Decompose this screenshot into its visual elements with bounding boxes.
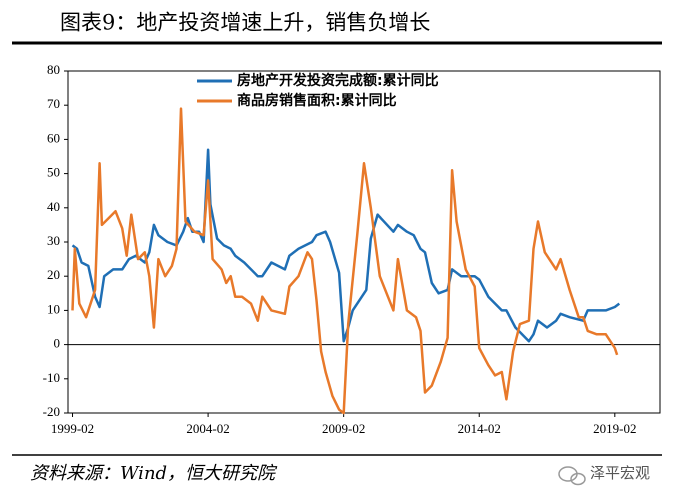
source-note: 资料来源：Wind，恒大研究院	[30, 463, 278, 484]
y-tick-label: 80	[47, 62, 60, 77]
x-tick-label: 2019-02	[593, 421, 636, 436]
y-tick-label: 30	[47, 233, 60, 248]
chart-title: 图表9：地产投资增速上升，销售负增长	[60, 11, 430, 35]
watermark-icon	[558, 466, 586, 486]
legend-label: 房地产开发投资完成额:累计同比	[237, 72, 439, 89]
y-tick-label: 10	[47, 301, 60, 316]
y-tick-label: -20	[43, 404, 60, 419]
series-line	[71, 148, 621, 343]
legend-label: 商品房销售面积:累计同比	[237, 92, 397, 109]
y-tick-label: -10	[43, 370, 60, 385]
y-tick-label: 70	[47, 96, 60, 111]
x-tick-label: 1999-02	[51, 421, 94, 436]
series-line	[71, 107, 619, 415]
y-tick-label: 0	[54, 336, 61, 351]
y-tick-label: 40	[47, 199, 60, 214]
y-tick-label: 20	[47, 267, 60, 282]
x-tick-label: 2014-02	[458, 421, 501, 436]
x-tick-label: 2009-02	[322, 421, 365, 436]
x-tick-label: 2004-02	[186, 421, 229, 436]
plot-frame	[67, 70, 661, 414]
y-tick-label: 50	[47, 165, 60, 180]
watermark: 泽平宏观	[590, 464, 650, 482]
y-tick-label: 60	[47, 130, 60, 145]
